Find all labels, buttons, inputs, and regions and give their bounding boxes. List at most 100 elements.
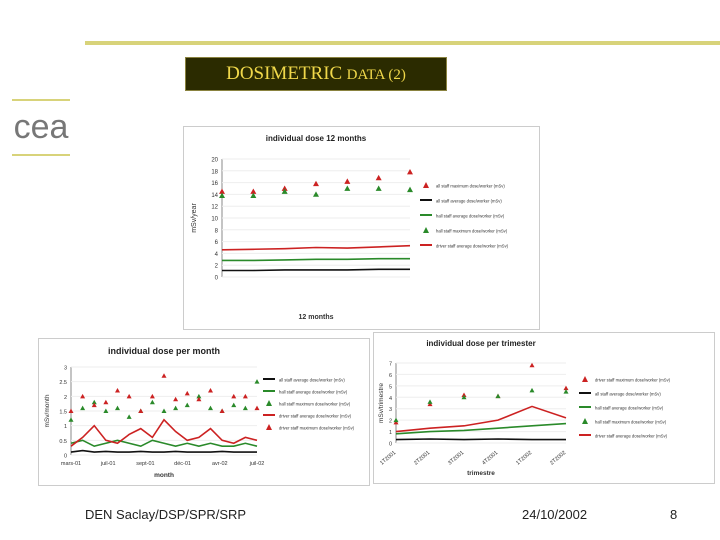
x-tick-label: 2T2001 (413, 450, 431, 467)
data-point (427, 399, 433, 404)
series-line (70, 449, 257, 453)
data-point (529, 387, 535, 393)
y-tick-label: 1 (64, 424, 67, 430)
x-tick-label: 1T2002 (515, 450, 533, 467)
data-point (68, 408, 74, 413)
page-number: 8 (670, 507, 678, 522)
legend-label: hall staff average dose/worker (mSv) (279, 390, 348, 395)
chart-per-month: individual dose per month 0 0.5 1 1.5 2 2.5 3 mS… (44, 346, 355, 479)
legend-swatch (582, 418, 588, 424)
y-tick-label: 0 (389, 442, 392, 448)
data-point (281, 185, 288, 191)
legend-label: hall staff maximum dose/worker (mSv) (595, 420, 667, 425)
x-tick-label: 1T2001 (379, 450, 397, 467)
y-tick-label: 2 (215, 264, 219, 270)
data-point (344, 178, 351, 184)
data-point (68, 417, 74, 422)
legend-swatch (266, 400, 272, 406)
data-point (91, 399, 97, 405)
legend-label: driver staff average dose/worker (mSv) (279, 414, 352, 419)
y-tick-label: 7 (389, 362, 392, 368)
data-point (126, 393, 132, 399)
slide-title: DOSIMETRIC DATA (2) (185, 57, 447, 91)
chart-per-month-panel: individual dose per month 0 0.5 1 1.5 2 2.5 3 mS… (38, 338, 370, 486)
data-point (196, 396, 202, 402)
y-tick-label: 0 (64, 454, 67, 460)
y-tick-label: 3 (389, 407, 392, 413)
y-axis-label: mSv/month (44, 394, 51, 427)
series-line (221, 244, 411, 251)
x-axis-label: trimestre (467, 470, 495, 477)
legend-label: all staff average dose/worker (mSv) (595, 392, 661, 397)
legend-swatch (582, 376, 588, 382)
data-point (173, 396, 179, 402)
data-point (563, 385, 569, 391)
y-tick-label: 2.5 (59, 380, 67, 386)
x-axis-label: month (154, 472, 174, 479)
chart-12-months: individual dose 12 months 0 2 4 6 8 10 12 14 16 18… (191, 134, 509, 321)
data-point (231, 393, 237, 399)
data-point (149, 399, 155, 405)
y-tick-label: 10 (211, 217, 218, 223)
legend-swatch (266, 424, 272, 430)
data-point (161, 373, 167, 378)
data-point (393, 417, 399, 423)
y-axis-label: mSv/year (191, 203, 198, 233)
legend-swatch (423, 182, 429, 188)
title-rest: DATA (2) (346, 67, 406, 83)
data-point (529, 362, 535, 368)
data-point (126, 414, 132, 419)
data-point (254, 379, 260, 384)
footer-date: 24/10/2002 (522, 507, 588, 522)
chart-title: individual dose 12 months (266, 134, 367, 143)
data-point (393, 419, 399, 425)
data-point (250, 188, 257, 194)
y-tick-label: 20 (211, 158, 218, 164)
data-point (184, 390, 190, 396)
y-tick-label: 12 (211, 205, 218, 211)
y-tick-label: 1 (389, 430, 392, 436)
series-line (222, 257, 410, 262)
x-tick-label: sept-01 (136, 461, 154, 467)
y-tick-label: 16 (211, 181, 218, 187)
y-axis-label: mSv/trimestre (378, 383, 385, 423)
x-tick-label: juil-01 (100, 461, 116, 467)
legend-label: all staff average dose/worker (mSv) (436, 199, 502, 204)
data-point (184, 402, 190, 408)
x-tick-label: 3T2001 (447, 450, 465, 467)
y-tick-label: 5 (389, 384, 392, 390)
x-axis-label: 12 months (298, 314, 333, 321)
legend-label: driver staff maximum dose/worker (mSv) (595, 378, 671, 383)
cea-logo: cea (12, 99, 70, 156)
y-tick-label: 14 (211, 193, 218, 199)
series-line (395, 438, 566, 441)
series-line (222, 268, 410, 272)
data-point (80, 405, 86, 411)
y-tick-label: 2 (64, 395, 67, 401)
x-tick-label: mars-01 (61, 461, 81, 467)
data-point (407, 186, 413, 193)
data-point (427, 401, 433, 407)
y-tick-label: 0.5 (59, 439, 67, 445)
series-line (395, 422, 567, 435)
legend-label: hall staff average dose/worker (mSv) (436, 214, 505, 219)
data-point (173, 405, 179, 411)
data-point (149, 393, 155, 399)
data-point (103, 408, 109, 413)
y-tick-label: 4 (389, 396, 392, 402)
chart-title: individual dose per month (108, 346, 220, 356)
data-point (495, 393, 501, 399)
data-point (231, 402, 237, 408)
data-point (461, 394, 467, 400)
data-point (91, 402, 97, 408)
y-tick-label: 2 (389, 419, 392, 425)
data-point (219, 408, 225, 413)
data-point (375, 174, 382, 181)
data-point (208, 405, 213, 411)
data-point (196, 393, 202, 399)
data-point (242, 405, 248, 411)
x-tick-label: 2T2002 (549, 450, 567, 467)
footer-left: DEN Saclay/DSP/SPR/SRP (85, 507, 247, 522)
y-tick-label: 4 (215, 252, 219, 258)
data-point (254, 405, 260, 411)
